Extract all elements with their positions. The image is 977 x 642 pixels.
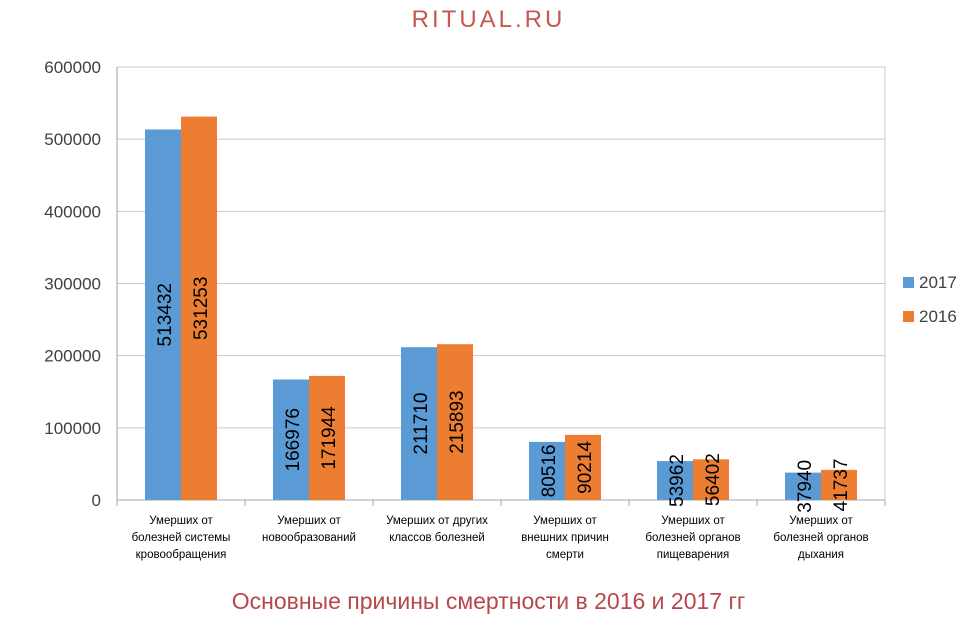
bar-2017-0 — [145, 129, 181, 500]
y-tick-label: 600000 — [44, 58, 101, 77]
bar-2017-1 — [273, 379, 309, 500]
bar-2016-3 — [565, 434, 601, 500]
x-category-label: Умерших от — [149, 515, 213, 527]
data-label-2017-2: 211710 — [411, 393, 432, 455]
x-category-label: болезней органов — [645, 532, 740, 544]
x-category-label: кровообращения — [136, 549, 227, 561]
y-tick-label: 400000 — [44, 202, 101, 221]
y-tick-label: 500000 — [44, 130, 101, 149]
y-tick-label: 200000 — [44, 347, 101, 366]
data-label-2017-3: 80516 — [539, 445, 560, 498]
bar-2016-2 — [437, 344, 473, 500]
y-tick-label: 0 — [92, 491, 101, 510]
data-label-2016-5: 41737 — [831, 459, 852, 512]
x-category-label: новообразований — [262, 532, 356, 544]
x-category-label: внешних причин — [521, 532, 609, 544]
x-category-label: классов болезней — [389, 532, 485, 544]
x-category-label: болезней органов — [773, 532, 868, 544]
bar-2017-2 — [401, 347, 437, 500]
x-category-label: дыхания — [798, 549, 844, 561]
chart-title: Основные причины смертности в 2016 и 201… — [231, 588, 746, 614]
x-category-label: Умерших от — [533, 515, 597, 527]
legend-label-2017: 2017 — [919, 273, 957, 292]
x-category-label: пищеварения — [657, 549, 730, 561]
bar-2016-1 — [309, 375, 345, 500]
bar-2016-0 — [181, 116, 217, 500]
data-label-2016-4: 56402 — [703, 453, 724, 506]
bar-2016-4 — [693, 459, 729, 500]
data-label-2017-0: 513432 — [155, 283, 176, 346]
bar-2017-5 — [785, 472, 821, 500]
x-category-label: болезней системы — [132, 532, 231, 544]
legend-label-2016: 2016 — [919, 307, 957, 326]
y-tick-label: 300000 — [44, 275, 101, 294]
site-logo: RITUAL.RU — [411, 6, 566, 33]
y-tick-label: 100000 — [44, 419, 101, 438]
data-label-2016-3: 90214 — [575, 441, 596, 494]
data-label-2016-1: 171944 — [319, 406, 340, 470]
data-label-2016-2: 215893 — [447, 390, 468, 453]
bar-2017-4 — [657, 461, 693, 500]
legend-swatch-2017 — [903, 277, 914, 288]
data-label-2016-0: 531253 — [191, 277, 212, 340]
bar-2016-5 — [821, 469, 857, 500]
x-category-label: смерти — [546, 549, 584, 561]
x-category-label: Умерших от — [661, 515, 725, 527]
data-label-2017-4: 53962 — [667, 454, 688, 507]
bar-2017-3 — [529, 441, 565, 500]
data-label-2017-5: 37940 — [795, 460, 816, 513]
x-category-label: Умерших от других — [386, 515, 488, 527]
legend-swatch-2016 — [903, 311, 914, 322]
data-label-2017-1: 166976 — [283, 408, 304, 471]
x-category-label: Умерших от — [277, 515, 341, 527]
x-category-label: Умерших от — [789, 515, 853, 527]
